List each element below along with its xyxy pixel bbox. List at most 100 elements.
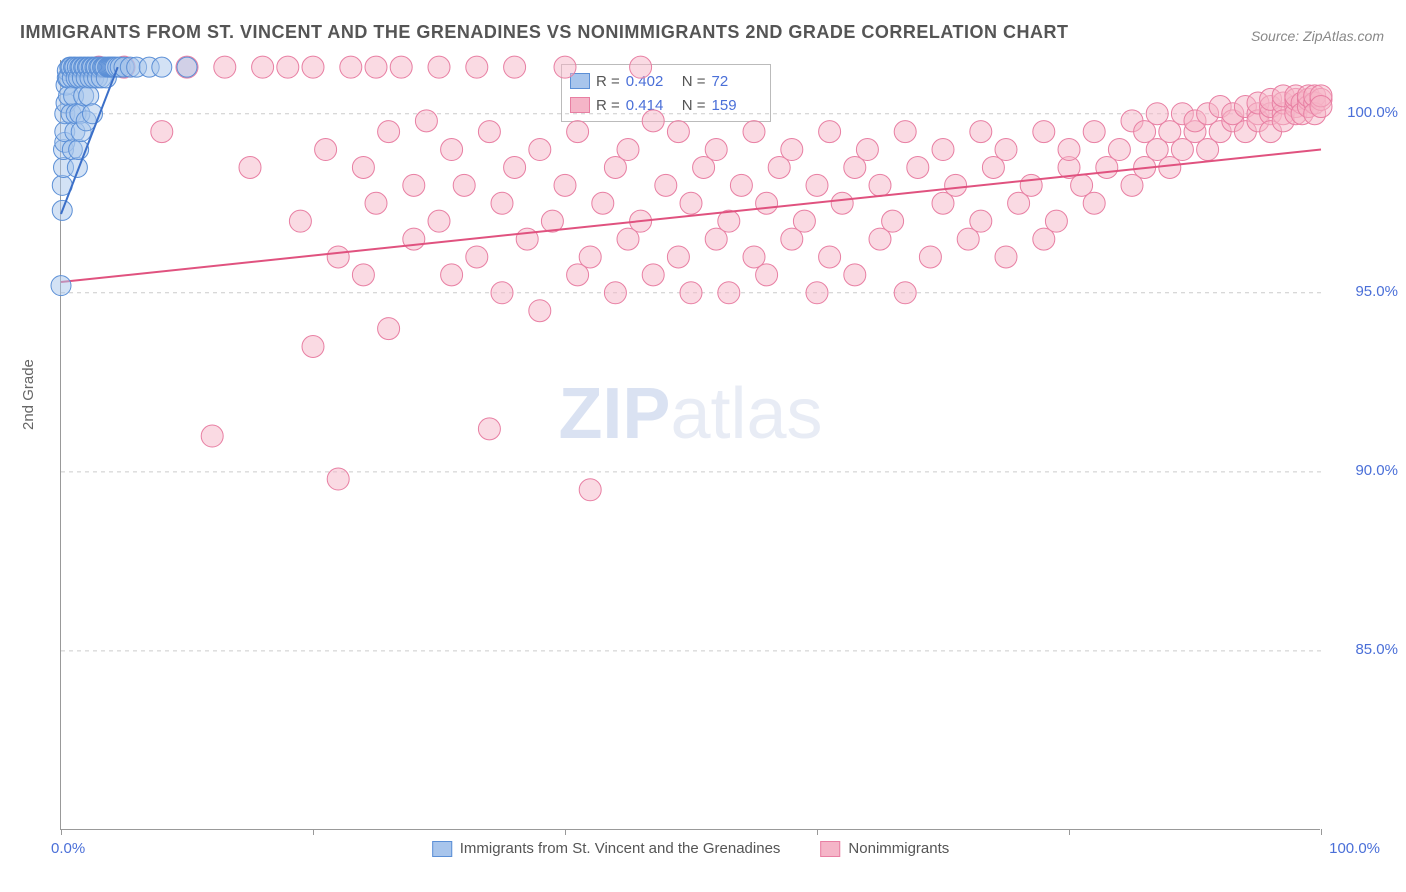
scatter-point [604, 282, 626, 304]
scatter-point [1045, 210, 1067, 232]
scatter-point [667, 121, 689, 143]
scatter-point [466, 246, 488, 268]
scatter-point [1058, 139, 1080, 161]
y-tick-label: 90.0% [1355, 462, 1398, 479]
scatter-point [1083, 192, 1105, 214]
series-legend: Immigrants from St. Vincent and the Gren… [432, 840, 950, 857]
scatter-point [781, 139, 803, 161]
scatter-point [730, 174, 752, 196]
scatter-point [819, 246, 841, 268]
source-attribution: Source: ZipAtlas.com [1251, 28, 1384, 44]
scatter-point [718, 282, 740, 304]
scatter-point [970, 121, 992, 143]
scatter-point [806, 174, 828, 196]
scatter-point [315, 139, 337, 161]
scatter-point [453, 174, 475, 196]
x-tick-label-right: 100.0% [1329, 840, 1380, 857]
scatter-point [554, 174, 576, 196]
scatter-point [642, 110, 664, 132]
scatter-point [239, 156, 261, 178]
x-tick [1069, 829, 1070, 835]
x-tick-label-left: 0.0% [51, 840, 85, 857]
scatter-point [289, 210, 311, 232]
scatter-point [680, 192, 702, 214]
scatter-point [844, 264, 866, 286]
x-tick [313, 829, 314, 835]
scatter-point [177, 57, 197, 77]
scatter-point [327, 468, 349, 490]
scatter-point [1310, 96, 1332, 118]
scatter-point [415, 110, 437, 132]
scatter-point [995, 246, 1017, 268]
y-tick-label: 95.0% [1355, 283, 1398, 300]
scatter-point [428, 56, 450, 78]
scatter-point [378, 318, 400, 340]
series-legend-item: Immigrants from St. Vincent and the Gren… [432, 840, 781, 857]
scatter-point [441, 264, 463, 286]
y-tick-label: 85.0% [1355, 641, 1398, 658]
scatter-point [352, 156, 374, 178]
scatter-point [642, 264, 664, 286]
scatter-point [252, 56, 274, 78]
scatter-point [529, 139, 551, 161]
legend-swatch [432, 841, 452, 857]
scatter-point [667, 246, 689, 268]
scatter-point [1108, 139, 1130, 161]
scatter-point [831, 192, 853, 214]
scatter-point [302, 56, 324, 78]
scatter-point [403, 174, 425, 196]
x-tick [61, 829, 62, 835]
scatter-point [756, 192, 778, 214]
scatter-point [756, 264, 778, 286]
scatter-point [554, 56, 576, 78]
scatter-point [403, 228, 425, 250]
scatter-point [151, 121, 173, 143]
scatter-point [945, 174, 967, 196]
y-axis-label: 2nd Grade [20, 359, 37, 430]
x-tick [1321, 829, 1322, 835]
scatter-point [894, 121, 916, 143]
scatter-point [478, 418, 500, 440]
scatter-point [919, 246, 941, 268]
scatter-point [352, 264, 374, 286]
scatter-point [365, 192, 387, 214]
scatter-point [51, 276, 71, 296]
scatter-point [592, 192, 614, 214]
scatter-point [894, 282, 916, 304]
scatter-point [504, 156, 526, 178]
scatter-point [856, 139, 878, 161]
scatter-point [882, 210, 904, 232]
scatter-point [441, 139, 463, 161]
series-legend-item: Nonimmigrants [820, 840, 949, 857]
scatter-point [806, 282, 828, 304]
scatter-point [932, 139, 954, 161]
chart-svg [61, 60, 1320, 829]
source-link[interactable]: ZipAtlas.com [1303, 28, 1384, 44]
scatter-point [466, 56, 488, 78]
scatter-point [277, 56, 299, 78]
source-label: Source: [1251, 28, 1303, 44]
scatter-point [365, 56, 387, 78]
scatter-point [617, 139, 639, 161]
scatter-point [491, 282, 513, 304]
scatter-point [579, 246, 601, 268]
scatter-point [152, 57, 172, 77]
scatter-point [214, 56, 236, 78]
chart-title: IMMIGRANTS FROM ST. VINCENT AND THE GREN… [20, 22, 1069, 43]
x-tick [565, 829, 566, 835]
scatter-point [995, 139, 1017, 161]
scatter-point [567, 121, 589, 143]
scatter-point [79, 86, 99, 106]
scatter-point [327, 246, 349, 268]
series-legend-label: Immigrants from St. Vincent and the Gren… [460, 840, 781, 857]
scatter-point [680, 282, 702, 304]
scatter-point [655, 174, 677, 196]
legend-swatch [820, 841, 840, 857]
scatter-point [491, 192, 513, 214]
y-tick-label: 100.0% [1347, 104, 1398, 121]
scatter-point [970, 210, 992, 232]
scatter-point [478, 121, 500, 143]
scatter-point [504, 56, 526, 78]
plot-area: ZIPatlas R =0.402N =72R =0.414N =159 Imm… [60, 60, 1320, 830]
series-legend-label: Nonimmigrants [848, 840, 949, 857]
